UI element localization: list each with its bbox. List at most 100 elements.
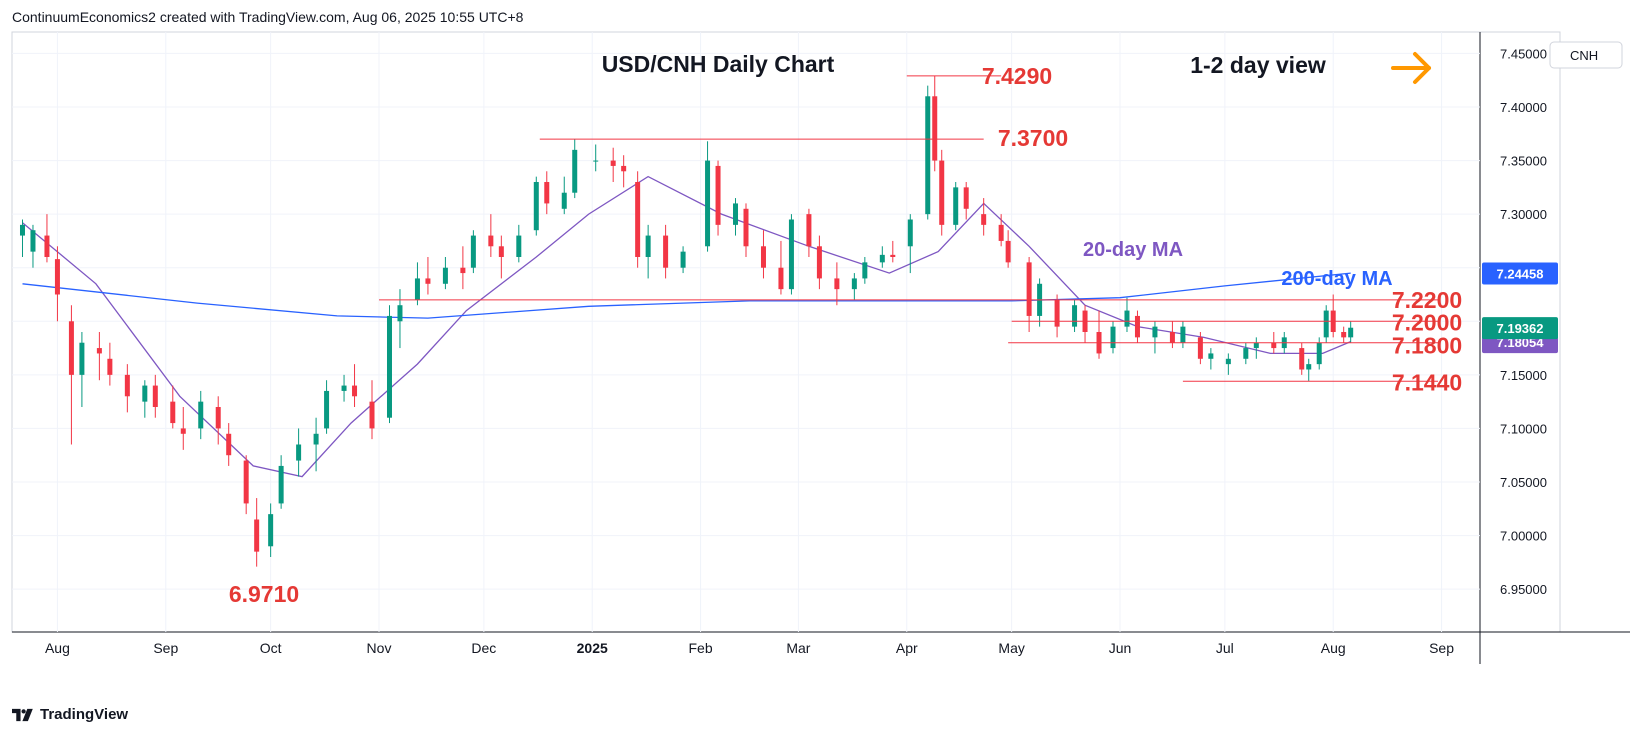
candle xyxy=(516,224,522,263)
candle xyxy=(981,198,987,236)
symbol-label: CNH xyxy=(1570,48,1598,63)
x-tick-label: Mar xyxy=(786,640,810,656)
ma200-line xyxy=(22,272,1351,319)
candle xyxy=(1180,321,1186,349)
candle xyxy=(107,342,113,386)
candle-body xyxy=(215,407,221,429)
candle xyxy=(19,219,25,257)
tradingview-footer[interactable]: TradingView xyxy=(12,706,128,723)
candle xyxy=(152,374,158,418)
x-tick-label: 2025 xyxy=(577,640,608,656)
candle xyxy=(1110,321,1116,354)
candle-body xyxy=(352,385,358,397)
candle-body xyxy=(30,230,36,252)
candle-body xyxy=(124,374,130,397)
x-tick-label: Dec xyxy=(471,640,496,656)
candle-body xyxy=(544,182,550,204)
candle-body xyxy=(816,246,822,279)
candle-body xyxy=(572,149,578,193)
candle xyxy=(96,332,102,381)
candle-body xyxy=(278,465,284,504)
candle xyxy=(44,214,50,263)
candle-body xyxy=(498,246,504,257)
candle xyxy=(953,182,959,231)
moving-averages xyxy=(22,175,1351,478)
candle-body xyxy=(663,235,669,268)
candle-body xyxy=(1072,305,1078,327)
candle-body xyxy=(925,96,931,215)
candle-body xyxy=(1054,299,1060,327)
candle-body xyxy=(834,278,840,290)
candle xyxy=(1005,230,1011,268)
candle-body xyxy=(610,160,616,166)
candle-body xyxy=(1341,332,1347,338)
candle xyxy=(142,380,148,418)
candle xyxy=(324,380,330,434)
candle xyxy=(226,423,232,466)
candle-body xyxy=(561,192,567,209)
candle xyxy=(890,240,896,263)
candle xyxy=(743,203,749,257)
candle-body xyxy=(907,219,913,247)
candle xyxy=(533,176,539,236)
candle-body xyxy=(998,224,1004,241)
candle xyxy=(544,171,550,215)
candle-body xyxy=(1306,364,1312,370)
level-label: 7.3700 xyxy=(998,125,1068,151)
candle-body xyxy=(386,315,392,418)
candle-body xyxy=(715,165,721,225)
candle-body xyxy=(369,401,375,429)
candle-body xyxy=(879,254,885,263)
candle xyxy=(1197,332,1203,365)
right-arrow-icon xyxy=(1391,52,1431,84)
candle-body xyxy=(142,385,148,402)
candle xyxy=(1169,321,1175,349)
candle xyxy=(1152,321,1158,354)
candle xyxy=(715,160,721,236)
time-axis[interactable]: Aug Sep Oct Nov Dec 2025 Feb Mar Apr May Jun Jul Aug… xyxy=(45,640,1454,656)
candle xyxy=(296,428,302,477)
candle-body xyxy=(19,224,25,236)
x-tick-label: Oct xyxy=(260,640,282,656)
candle-body xyxy=(705,160,711,247)
candle-body xyxy=(324,390,330,429)
candle-body xyxy=(180,428,186,434)
candle xyxy=(1208,348,1214,370)
candle xyxy=(460,246,466,290)
candle xyxy=(1316,337,1322,370)
ma20-label: 20-day MA xyxy=(1083,239,1183,261)
y-tick-label: 7.45000 xyxy=(1500,46,1547,61)
candle-body xyxy=(963,187,969,209)
candle-body xyxy=(1299,348,1305,370)
candle-body xyxy=(243,460,249,504)
candle xyxy=(1341,326,1347,343)
candle-body xyxy=(1323,310,1329,338)
candle-body xyxy=(851,278,857,290)
candle-body xyxy=(778,267,784,290)
candle-body xyxy=(680,251,686,268)
candle xyxy=(1082,305,1088,343)
candle-body xyxy=(733,203,739,225)
candle xyxy=(806,208,812,257)
view-label: 1-2 day view xyxy=(1190,52,1326,78)
candle xyxy=(816,235,822,290)
x-tick-label: Aug xyxy=(1321,640,1346,656)
candle xyxy=(1330,294,1336,338)
candle xyxy=(243,455,249,515)
candle-body xyxy=(890,254,896,257)
candle-body xyxy=(862,262,868,279)
candle xyxy=(907,214,913,274)
candle-body xyxy=(806,214,812,247)
y-tick-label: 6.95000 xyxy=(1500,582,1547,597)
candle xyxy=(198,390,204,440)
x-tick-label: Sep xyxy=(1429,640,1454,656)
symbol-badge[interactable]: CNH xyxy=(1549,41,1623,69)
candle xyxy=(862,257,868,284)
candle-body xyxy=(1124,310,1130,327)
candle xyxy=(369,380,375,440)
candle xyxy=(1037,278,1043,327)
candle xyxy=(425,257,431,295)
candle-body xyxy=(341,385,347,391)
candle xyxy=(254,498,260,567)
